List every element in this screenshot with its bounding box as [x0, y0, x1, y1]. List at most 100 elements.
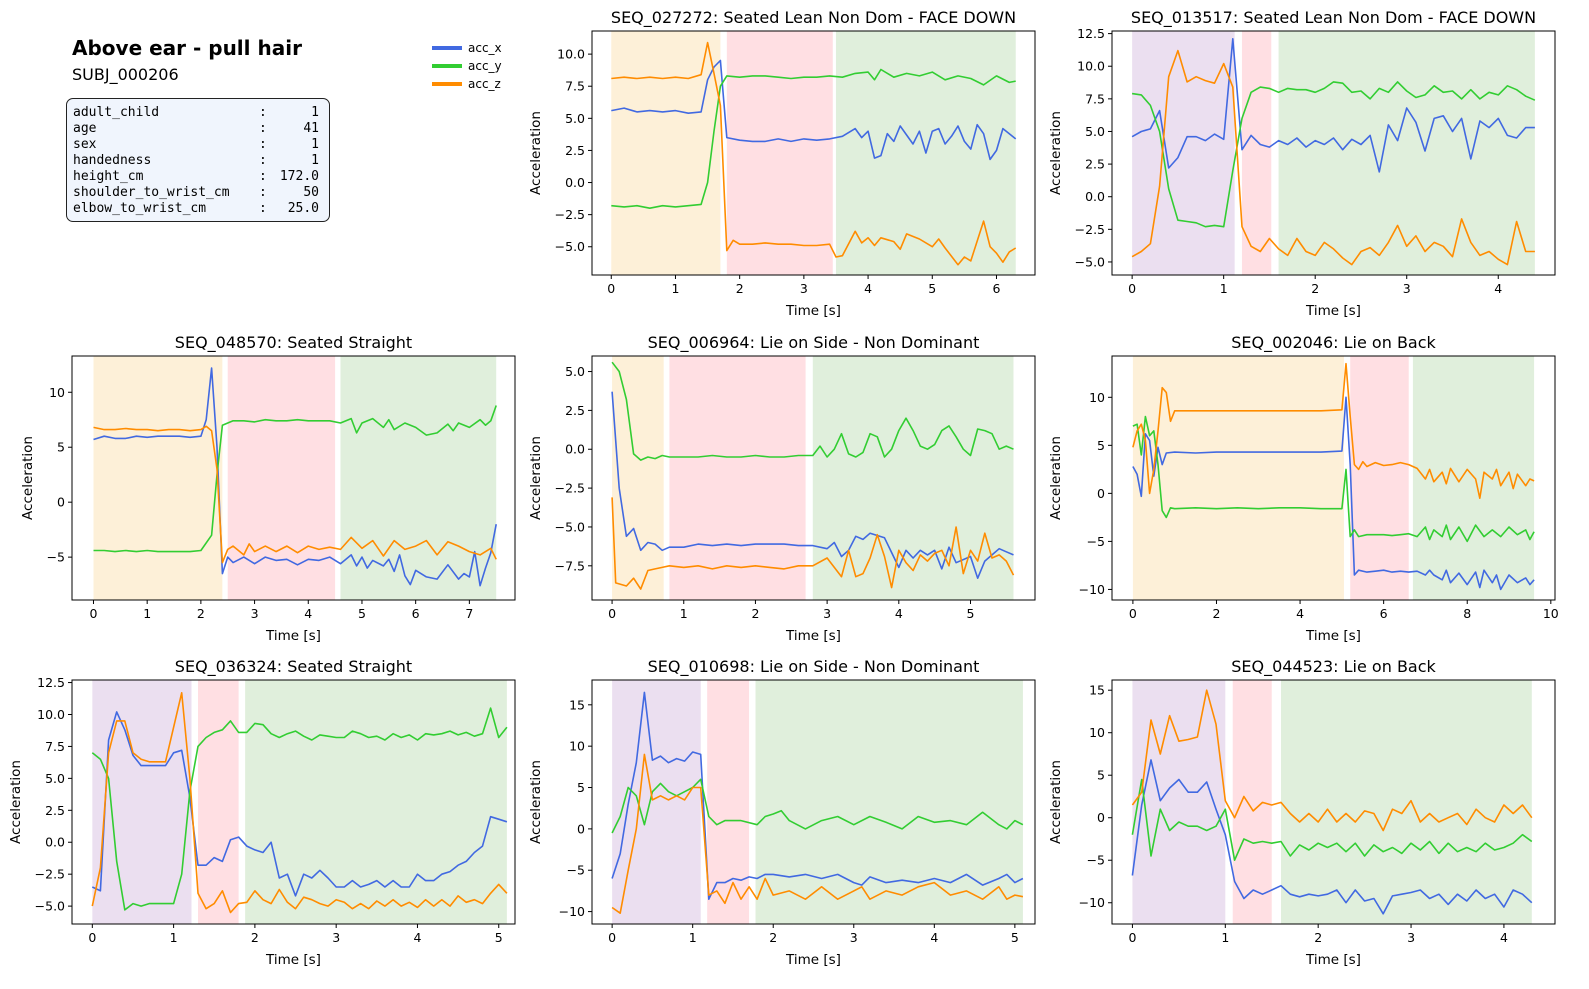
x-tick-label: 4 — [413, 930, 421, 945]
series-line-acc-x — [1131, 38, 1535, 173]
x-tick-label: 2 — [1314, 930, 1322, 945]
chart-title: SEQ_048570: Seated Straight — [175, 333, 412, 353]
y-tick-label: 0.0 — [565, 175, 585, 190]
x-tick-label: 3 — [332, 930, 340, 945]
y-tick-label: 12.5 — [1077, 26, 1105, 41]
y-tick-label: −2.5 — [555, 207, 585, 222]
series-line-acc-z — [611, 497, 1015, 590]
y-tick-label: 2.5 — [565, 403, 585, 418]
phase-band — [197, 680, 239, 924]
x-tick-label: 5 — [967, 606, 975, 621]
y-tick-label: 2.5 — [45, 803, 65, 818]
x-axis-label: Time [s] — [785, 952, 841, 968]
phase-band — [1281, 680, 1532, 924]
plot-frame — [1111, 355, 1556, 601]
chart-panel: 0 1 2 3 4 5 6 7 −5 0 5 10 SEQ_048570: Seated Straigh… — [20, 333, 516, 644]
phase-band — [1132, 356, 1344, 600]
x-tick-label: 4 — [304, 606, 312, 621]
y-tick-label: 10.0 — [37, 707, 65, 722]
phase-band — [612, 680, 701, 924]
x-tick-label: 2 — [736, 281, 744, 296]
legend-item-acc-z: acc_z — [430, 76, 514, 94]
series-line-acc-y — [611, 361, 1014, 461]
demo-sep: : — [259, 105, 267, 120]
series-line-acc-x — [93, 367, 497, 587]
subject-info-panel: Above ear - pull hair SUBJ_000206 adult_… — [0, 0, 540, 320]
x-tick-label: 4 — [1500, 930, 1508, 945]
legend-item-acc-y: acc_y — [430, 58, 514, 76]
x-tick-label: 3 — [850, 930, 858, 945]
x-tick-label: 4 — [930, 930, 938, 945]
x-tick-label: 6 — [993, 281, 1001, 296]
demo-key: height_cm — [73, 169, 144, 184]
x-tick-label: 1 — [1220, 281, 1228, 296]
x-tick-label: 5 — [1011, 930, 1019, 945]
subject-id: SUBJ_000206 — [72, 65, 179, 84]
demo-row-handedness: handedness: 1 — [73, 153, 325, 169]
x-tick-label: 1 — [143, 606, 151, 621]
demo-row-age: age: 41 — [73, 121, 325, 137]
phase-band — [1232, 680, 1272, 924]
demo-key: age — [73, 121, 97, 136]
chart-panel: 0 1 2 3 4 5 6 −5.0 −2.5 0.0 2.5 5.0 7.5 10.0 SEQ_02727… — [528, 8, 1036, 319]
x-tick-label: 1 — [680, 606, 688, 621]
y-tick-label: −5 — [1087, 853, 1105, 868]
series-line-acc-x — [611, 59, 1017, 161]
phase-band — [611, 31, 721, 275]
series-line-acc-y — [93, 405, 497, 553]
legend-label: acc_y — [468, 59, 502, 73]
x-tick-label: 6 — [412, 606, 420, 621]
y-tick-label: 5 — [1097, 438, 1105, 453]
demo-row-shoulder-to-wrist: shoulder_to_wrist_cm: 50 — [73, 185, 325, 201]
y-tick-label: 0 — [1097, 486, 1105, 501]
phase-band — [1278, 31, 1535, 275]
y-tick-label: 2.5 — [565, 143, 585, 158]
phase-band — [245, 680, 507, 924]
y-tick-label: 7.5 — [45, 739, 65, 754]
y-axis-label: Acceleration — [1048, 111, 1064, 195]
x-axis-label: Time [s] — [265, 952, 321, 968]
series-line-acc-x — [91, 711, 508, 897]
y-tick-label: 0.0 — [1085, 189, 1105, 204]
y-tick-label: 10 — [569, 739, 585, 754]
demo-value: 1 — [311, 105, 319, 120]
x-tick-label: 2 — [197, 606, 205, 621]
demographics-box: adult_child:1 age:41 sex:1 handedness:1 … — [66, 98, 330, 222]
y-tick-label: 10 — [1089, 725, 1105, 740]
series-line-acc-y — [91, 707, 508, 911]
y-axis-label: Acceleration — [528, 111, 544, 195]
phase-band — [227, 356, 336, 600]
chart-panel: 0 1 2 3 4 5 −5.0 −2.5 0.0 2.5 5.0 7.5 10.0 12.5 SEQ_03… — [8, 657, 516, 968]
x-tick-label: 3 — [800, 281, 808, 296]
y-tick-label: 0.0 — [565, 442, 585, 457]
x-tick-label: 2 — [769, 930, 777, 945]
x-axis-label: Time [s] — [785, 303, 841, 319]
y-tick-label: −5 — [567, 863, 585, 878]
y-tick-label: 0 — [1097, 810, 1105, 825]
y-tick-label: 10.0 — [557, 47, 585, 62]
phase-band — [612, 356, 664, 600]
y-tick-label: 10 — [49, 385, 65, 400]
series-line-acc-z — [611, 753, 1024, 914]
y-tick-label: 15 — [569, 697, 585, 712]
series-line-acc-y — [611, 778, 1024, 834]
legend-swatch — [432, 82, 462, 86]
plot-frame — [1111, 30, 1556, 276]
chart-title: SEQ_006964: Lie on Side - Non Dominant — [648, 333, 980, 353]
chart-title: SEQ_010698: Lie on Side - Non Dominant — [648, 657, 980, 677]
y-tick-label: 5.0 — [45, 771, 65, 786]
y-tick-label: −7.5 — [555, 558, 585, 573]
chart-panel: 0 1 2 3 4 −5.0 −2.5 0.0 2.5 5.0 7.5 10.0 12.5 SEQ_013… — [1048, 8, 1556, 319]
x-tick-label: 5 — [495, 930, 503, 945]
x-axis-label: Time [s] — [1305, 628, 1361, 644]
x-tick-label: 0 — [607, 281, 615, 296]
series-line-acc-x — [611, 691, 1024, 900]
y-axis-label: Acceleration — [528, 760, 544, 844]
chart-title: SEQ_013517: Seated Lean Non Dom - FACE D… — [1131, 8, 1536, 28]
chart-panel: 0 1 2 3 4 5 −10 −5 0 5 10 15 SEQ_010698: Lie on Side… — [528, 657, 1036, 968]
demo-value: 41 — [303, 121, 319, 136]
x-tick-label: 2 — [751, 606, 759, 621]
y-tick-label: −2.5 — [1075, 222, 1105, 237]
y-tick-label: −5 — [47, 550, 65, 565]
